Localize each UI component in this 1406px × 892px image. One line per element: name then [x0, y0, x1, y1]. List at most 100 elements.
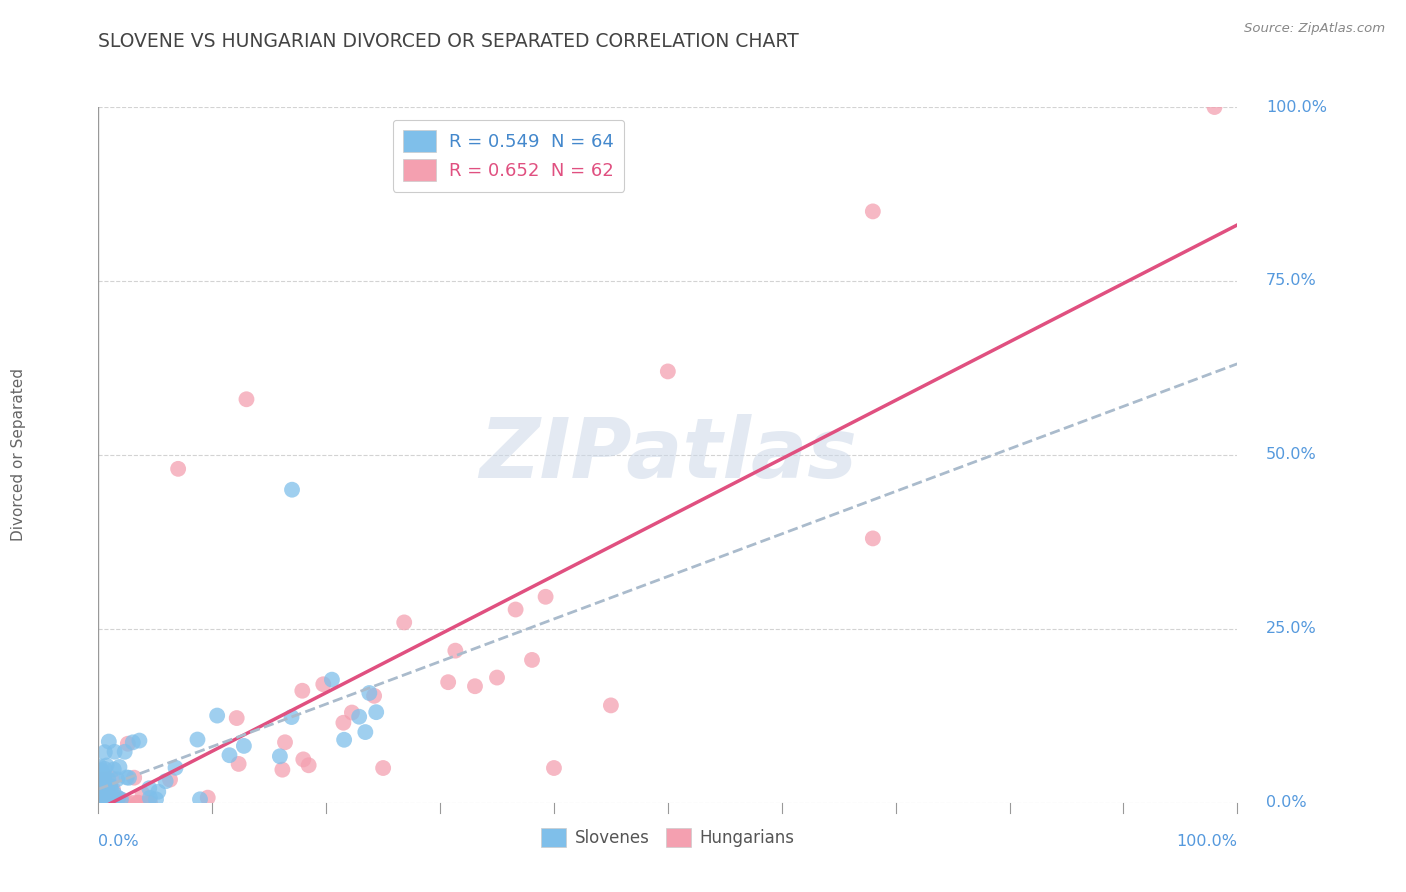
Point	[93, 762, 115, 776]
Point	[657, 364, 679, 378]
Point	[1204, 100, 1226, 114]
Point	[188, 792, 211, 806]
Point	[110, 796, 132, 810]
Point	[93, 796, 115, 810]
Point	[89, 759, 111, 773]
Point	[862, 532, 884, 546]
Point	[274, 735, 297, 749]
Point	[359, 686, 381, 700]
Point	[103, 792, 125, 806]
Point	[312, 677, 335, 691]
Point	[139, 791, 162, 805]
Point	[232, 739, 254, 753]
Point	[145, 792, 167, 806]
Point	[103, 786, 125, 800]
Point	[90, 792, 112, 806]
Point	[122, 771, 145, 785]
Point	[186, 732, 208, 747]
Point	[90, 764, 112, 778]
Point	[235, 392, 257, 407]
Point	[96, 780, 118, 795]
Point	[91, 772, 114, 786]
Point	[138, 781, 160, 796]
Point	[89, 785, 111, 799]
Point	[93, 772, 115, 786]
Point	[97, 734, 120, 748]
Point	[332, 715, 354, 730]
Point	[862, 204, 884, 219]
Point	[167, 462, 190, 476]
Legend: Slovenes, Hungarians: Slovenes, Hungarians	[534, 821, 801, 854]
Point	[117, 737, 139, 751]
Point	[90, 775, 112, 789]
Point	[96, 758, 118, 772]
Point	[89, 793, 111, 807]
Point	[89, 785, 111, 799]
Point	[486, 671, 509, 685]
Point	[90, 792, 112, 806]
Point	[269, 749, 291, 764]
Point	[105, 772, 128, 787]
Point	[437, 675, 460, 690]
Text: 100.0%: 100.0%	[1177, 834, 1237, 849]
Point	[347, 710, 370, 724]
Point	[127, 796, 149, 810]
Text: SLOVENE VS HUNGARIAN DIVORCED OR SEPARATED CORRELATION CHART: SLOVENE VS HUNGARIAN DIVORCED OR SEPARAT…	[98, 32, 799, 52]
Point	[103, 796, 125, 810]
Text: 100.0%: 100.0%	[1265, 100, 1327, 114]
Point	[148, 785, 170, 799]
Point	[228, 756, 250, 771]
Point	[291, 683, 314, 698]
Point	[225, 711, 247, 725]
Text: Source: ZipAtlas.com: Source: ZipAtlas.com	[1244, 22, 1385, 36]
Point	[115, 771, 138, 785]
Point	[505, 602, 527, 616]
Text: 0.0%: 0.0%	[1265, 796, 1306, 810]
Point	[96, 796, 118, 810]
Point	[131, 787, 153, 801]
Point	[104, 796, 127, 810]
Point	[91, 796, 114, 810]
Point	[97, 772, 120, 787]
Point	[340, 706, 363, 720]
Point	[97, 792, 120, 806]
Point	[91, 792, 114, 806]
Point	[139, 796, 162, 810]
Point	[155, 774, 177, 789]
Point	[271, 763, 294, 777]
Point	[520, 653, 543, 667]
Point	[117, 796, 139, 810]
Text: 50.0%: 50.0%	[1265, 448, 1316, 462]
Point	[89, 792, 111, 806]
Point	[103, 792, 125, 806]
Point	[197, 790, 219, 805]
Point	[97, 785, 120, 799]
Point	[100, 792, 122, 806]
Point	[122, 796, 145, 810]
Point	[107, 790, 129, 805]
Point	[90, 792, 112, 806]
Point	[464, 679, 486, 693]
Point	[333, 732, 356, 747]
Point	[543, 761, 565, 775]
Point	[93, 774, 115, 789]
Point	[96, 796, 118, 810]
Point	[100, 792, 122, 806]
Point	[97, 796, 120, 810]
Point	[534, 590, 557, 604]
Point	[392, 615, 415, 630]
Point	[114, 745, 136, 759]
Point	[90, 789, 112, 804]
Point	[127, 796, 149, 810]
Point	[103, 763, 125, 777]
Point	[600, 698, 623, 713]
Point	[218, 748, 240, 763]
Point	[98, 779, 121, 793]
Point	[354, 725, 377, 739]
Point	[136, 796, 159, 810]
Point	[121, 735, 143, 749]
Point	[371, 761, 394, 775]
Point	[444, 643, 467, 657]
Point	[89, 796, 111, 810]
Point	[101, 782, 124, 797]
